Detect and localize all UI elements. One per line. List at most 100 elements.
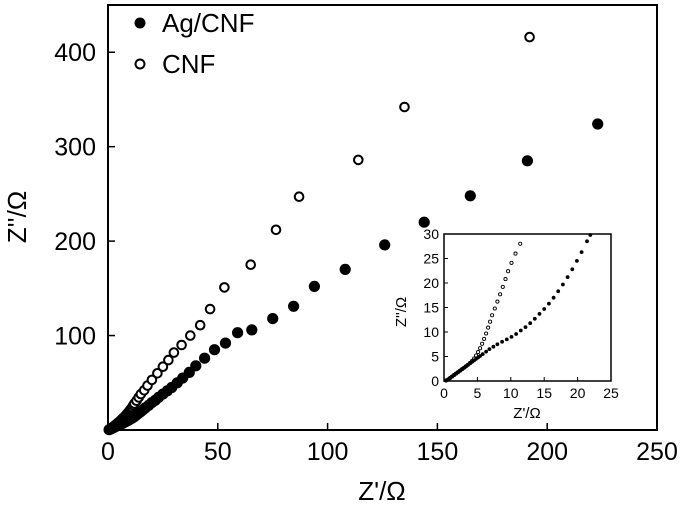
inset-point-cnf [482,336,487,341]
main-point-ag-cnf [379,239,391,251]
inset-point-ag-cnf [532,316,537,321]
main-point-ag-cnf [232,327,244,339]
inset-point-ag-cnf [542,307,547,311]
main-point-ag-cnf [592,118,604,130]
inset-x-tick-label: 0 [440,385,448,401]
legend-marker-filled [134,17,146,29]
inset-point-ag-cnf [556,289,561,294]
main-point-cnf [194,319,206,331]
inset-point-ag-cnf [518,328,523,333]
main-point-cnf [152,368,163,379]
legend-label-cnf: CNF [162,49,215,79]
inset-y-tick-label: 15 [423,300,439,316]
inset-point-ag-cnf [575,259,579,263]
inset-point-ag-cnf [537,312,542,316]
main-point-ag-cnf [267,313,279,325]
inset-point-cnf [500,284,505,289]
inset-point-ag-cnf [585,239,589,244]
main-point-ag-cnf [308,280,320,292]
main-point-cnf [157,361,169,373]
inset-point-cnf [476,350,481,355]
inset-point-ag-cnf [487,347,492,351]
inset-point-cnf [495,299,500,304]
main-y-axis-title: Z''/Ω [2,191,32,243]
main-y-tick-label: 300 [54,134,96,162]
inset-point-cnf [488,319,493,324]
legend: Ag/CNF CNF [134,8,254,79]
main-point-ag-cnf [199,352,211,364]
main-point-cnf [524,31,535,43]
main-point-cnf [176,339,187,351]
inset-point-ag-cnf [495,342,500,347]
inset-point-cnf [506,269,511,274]
inset-point-ag-cnf [509,335,514,339]
legend-item-cnf: CNF [134,49,215,79]
inset-x-tick-label: 10 [503,385,519,401]
inset-x-tick-label: 5 [474,385,482,401]
legend-marker-open [134,58,146,70]
inset-point-ag-cnf [478,354,482,358]
inset-y-tick-label: 0 [431,373,439,389]
main-series-ag-cnf [103,118,604,436]
main-x-tick-label: 250 [636,438,678,466]
inset-x-tick-label: 20 [570,385,586,401]
legend-item-ag-cnf: Ag/CNF [134,8,254,38]
inset-point-ag-cnf [504,337,509,342]
inset-point-ag-cnf [561,282,565,287]
main-point-ag-cnf [190,360,202,372]
main-x-tick-label: 100 [307,438,349,466]
inset-point-cnf [509,260,514,265]
inset-point-ag-cnf [579,250,584,255]
inset-y-tick-label: 5 [431,349,439,365]
inset-x-tick-label: 15 [536,385,552,401]
inset-y-tick-label: 20 [423,275,439,291]
main-x-tick-label: 50 [204,438,232,466]
inset-point-cnf [478,346,483,351]
main-point-cnf [353,154,364,166]
inset-point-cnf [484,331,489,336]
inset-point-cnf [480,341,485,346]
inset-point-cnf [492,306,497,311]
inset-point-ag-cnf [514,332,518,336]
inset-point-ag-cnf [551,295,556,300]
inset-y-tick-label: 10 [423,324,439,340]
legend-label-ag-cnf: Ag/CNF [162,8,254,38]
inset-point-ag-cnf [588,233,593,237]
main-point-ag-cnf [219,337,232,349]
inset-point-ag-cnf [523,325,528,329]
main-point-cnf [146,374,158,386]
main-point-cnf [293,191,305,202]
inset-x-tick-label: 25 [603,385,619,401]
main-y-tick-label: 100 [54,323,96,351]
inset-point-ag-cnf [480,352,485,356]
main-point-ag-cnf [464,190,476,202]
main-y-tick-label: 400 [54,39,96,67]
inset-axis-ticks: 0 5 10 15 20 25 0 5 10 15 20 25 30 [423,226,619,401]
main-point-cnf [219,282,230,293]
main-x-axis-title: Z'/Ω [358,476,406,506]
main-y-tick-label: 200 [54,228,96,256]
inset-y-tick-label: 25 [423,251,439,267]
inset-point-cnf [498,292,503,297]
inset-point-cnf [486,325,491,330]
inset-point-ag-cnf [547,301,551,306]
main-x-tick-label: 200 [526,438,568,466]
main-x-tick-label: 0 [101,438,115,466]
main-point-ag-cnf [339,263,351,275]
inset-series-ag-cnf [444,233,593,383]
inset-point-cnf [503,277,508,282]
main-point-cnf [168,347,180,358]
main-x-tick-label: 150 [417,438,459,466]
main-point-cnf [399,101,410,113]
inset-point-cnf [513,251,518,256]
inset-point-ag-cnf [528,321,533,326]
inset-point-cnf [518,241,523,246]
inset-x-axis-title: Z'/Ω [513,405,540,422]
inset-y-axis-title: Z''/Ω [393,297,410,327]
main-point-ag-cnf [208,344,221,356]
inset-point-ag-cnf [565,275,570,279]
main-point-cnf [245,259,256,271]
